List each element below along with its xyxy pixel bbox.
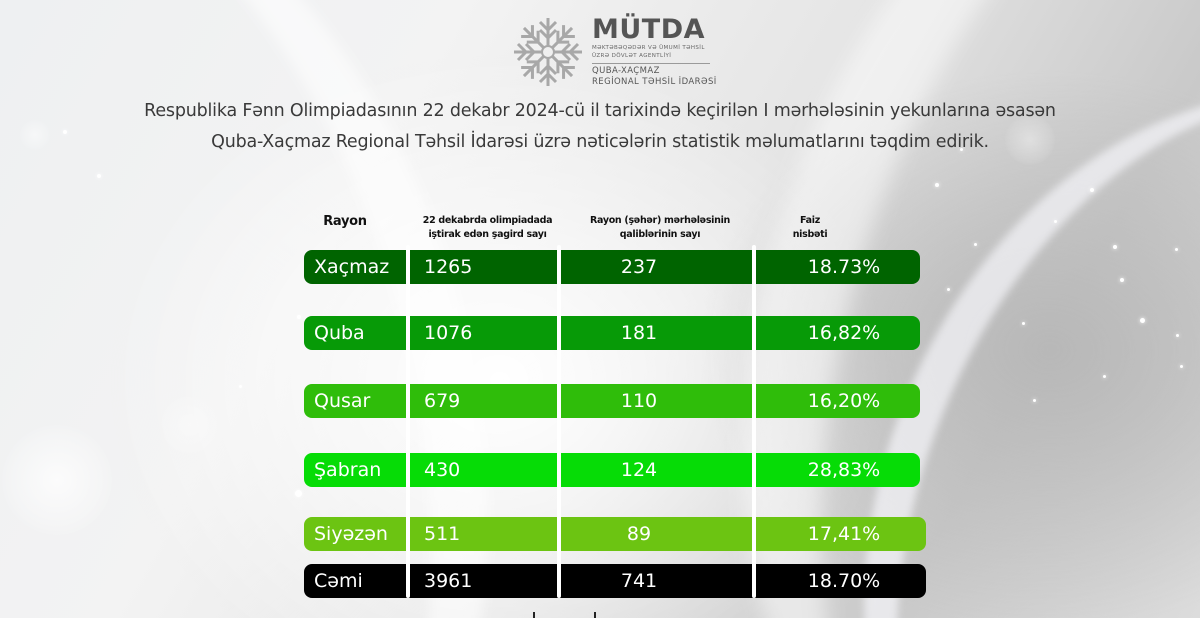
rayon-name: Şabran xyxy=(314,459,382,481)
percent-value: 16,82% xyxy=(807,322,881,344)
winners-value: 124 xyxy=(620,459,658,481)
table-row-qusar: Qusar 679 110 16,20% xyxy=(304,384,920,418)
column-divider-3 xyxy=(752,245,756,598)
column-divider-1 xyxy=(406,245,410,598)
logo-subtitle-line2: ÜZRƏ DÖVLƏT AGENTLİYİ xyxy=(592,53,672,59)
table-row-xacmaz: Xaçmaz 1265 237 18.73% xyxy=(304,250,920,284)
rayon-name: Quba xyxy=(314,322,365,344)
percent-value: 17,41% xyxy=(807,523,881,545)
tick-mark xyxy=(594,612,596,618)
mutda-logo: MÜTDA MƏKTƏBƏQƏDƏR VƏ ÜMUMİ TƏHSİL ÜZRƏ … xyxy=(510,14,717,90)
intro-text: Respublika Fənn Olimpiadasının 22 dekabr… xyxy=(100,96,1100,158)
participants-value: 511 xyxy=(424,523,461,545)
rayon-name: Siyəzən xyxy=(314,523,388,545)
rayon-name: Qusar xyxy=(314,390,371,412)
participants-value: 3961 xyxy=(424,570,473,592)
column-divider-2 xyxy=(557,245,561,598)
winners-value: 181 xyxy=(620,322,658,344)
logo-region-line1: QUBA-XAÇMAZ xyxy=(592,66,660,76)
rayon-name: Cəmi xyxy=(314,570,363,592)
participants-value: 430 xyxy=(424,459,461,481)
table-row-siyezen: Siyəzən 511 89 17,41% xyxy=(304,517,926,551)
intro-line2: Quba-Xaçmaz Regional Təhsil İdarəsi üzrə… xyxy=(211,132,989,152)
percent-value: 18.70% xyxy=(807,570,881,592)
header-participants: 22 dekabrda olimpiadada iştirak edən şag… xyxy=(422,215,553,240)
intro-line1: Respublika Fənn Olimpiadasının 22 dekabr… xyxy=(144,101,1056,121)
logo-region-line2: REGİONAL TƏHSİL İDARƏSİ xyxy=(592,77,717,87)
table-row-total: Cəmi 3961 741 18.70% xyxy=(304,564,926,598)
percent-value: 18.73% xyxy=(807,256,881,278)
header-rayon: Rayon xyxy=(323,214,367,229)
percent-value: 16,20% xyxy=(807,390,881,412)
participants-value: 1265 xyxy=(424,256,473,278)
winners-value: 89 xyxy=(626,523,652,545)
table-row-quba: Quba 1076 181 16,82% xyxy=(304,316,920,350)
participants-value: 1076 xyxy=(424,322,473,344)
rayon-name: Xaçmaz xyxy=(314,256,390,278)
tick-mark xyxy=(533,612,535,618)
snowflake-ornament-icon xyxy=(512,18,584,88)
header-winners: Rayon (şəhər) mərhələsinin qaliblərinin … xyxy=(589,215,731,240)
table-row-sabran: Şabran 430 124 28,83% xyxy=(304,453,920,487)
logo-subtitle-line1: MƏKTƏBƏQƏDƏR VƏ ÜMUMİ TƏHSİL xyxy=(592,45,705,51)
header-percent: Faiz nisbəti xyxy=(792,215,828,240)
logo-title: MÜTDA xyxy=(592,14,706,45)
winners-value: 110 xyxy=(620,390,658,412)
participants-value: 679 xyxy=(424,390,461,412)
winners-value: 741 xyxy=(620,570,658,592)
winners-value: 237 xyxy=(620,256,658,278)
percent-value: 28,83% xyxy=(807,459,881,481)
logo-divider xyxy=(592,63,710,64)
